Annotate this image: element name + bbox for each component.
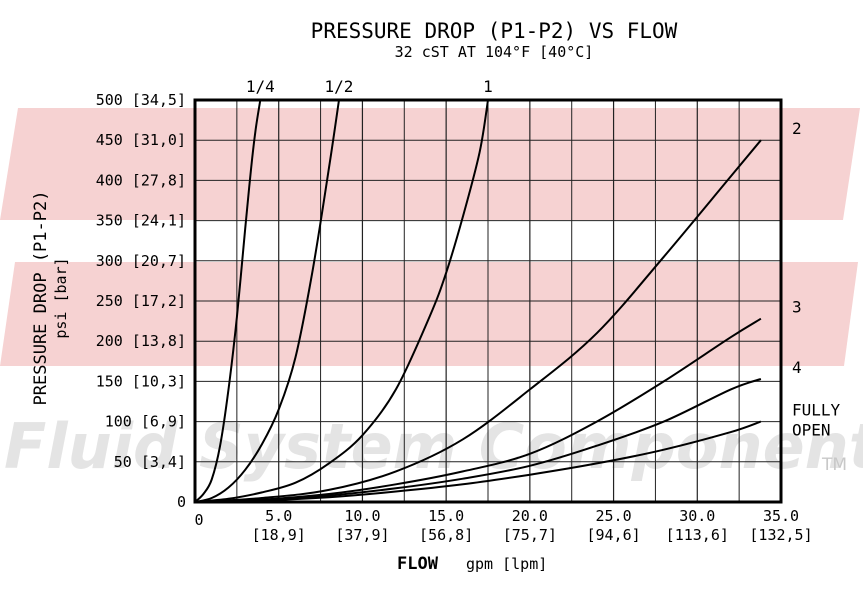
curve-label-1: 1 (483, 77, 493, 96)
x-tick-label: 15.0 (428, 507, 464, 525)
curve-1-4 (194, 99, 262, 503)
y-tick-labels: 0 50 [3,4] 100 [6,9] 150 [10,3] 200 [13,8] 25… (96, 91, 186, 511)
x-axis-label: FLOW (397, 554, 439, 574)
x-tick-sublabel: [75,7] (503, 526, 557, 544)
watermark-logo-red-shape (0, 108, 860, 220)
y-tick-label: 500 [34,5] (96, 91, 186, 109)
x-tick-label: 35.0 (763, 507, 799, 525)
curve-label-2: 2 (792, 119, 802, 138)
x-tick-labels: 0 5.0[18,9] 10.0[37,9] 15.0[56,8] 20.0[75,7]… (194, 507, 812, 544)
chart-subtitle: 32 cST AT 104°F [40°C] (395, 43, 594, 61)
x-tick-sublabel: [132,5] (749, 526, 812, 544)
y-tick-label: 250 [17,2] (96, 292, 186, 310)
y-axis-units: psi [bar] (52, 257, 70, 338)
x-tick-label: 10.0 (344, 507, 380, 525)
y-tick-label: 150 [10,3] (96, 372, 186, 390)
watermark: Fluid System Components TM (0, 108, 863, 483)
y-tick-label: 300 [20,7] (96, 252, 186, 270)
x-tick-label: 20.0 (512, 507, 548, 525)
curve-1-2 (194, 99, 340, 503)
grid (195, 100, 781, 502)
curves (194, 99, 762, 503)
y-axis-label: PRESSURE DROP (P1-P2) (31, 191, 51, 406)
x-tick-label: 25.0 (596, 507, 632, 525)
x-axis-units: gpm [lpm] (466, 555, 547, 573)
x-tick-label: 0 (194, 511, 203, 529)
watermark-logo-red-shape-lower (0, 262, 858, 366)
curve-1 (194, 99, 489, 503)
curve-2 (194, 139, 762, 503)
y-tick-label: 400 [27,8] (96, 171, 186, 189)
y-tick-label: 100 [6,9] (105, 413, 186, 431)
x-tick-sublabel: [56,8] (419, 526, 473, 544)
curve-label-fully-open: FULLY (792, 401, 841, 420)
curve-fully-open (194, 420, 762, 503)
y-tick-label: 200 [13,8] (96, 332, 186, 350)
y-tick-label: 50 [3,4] (114, 453, 186, 471)
curve-label-1-4: 1/4 (246, 77, 275, 96)
x-tick-label: 30.0 (679, 507, 715, 525)
chart-title: PRESSURE DROP (P1-P2) VS FLOW (311, 19, 678, 43)
plot-frame (193, 98, 783, 504)
x-tick-sublabel: [18,9] (252, 526, 306, 544)
y-tick-label: 450 [31,0] (96, 131, 186, 149)
curve-label-1-2: 1/2 (325, 77, 354, 96)
curve-label-4: 4 (792, 358, 802, 377)
y-tick-label: 350 [24,1] (96, 212, 186, 230)
x-tick-sublabel: [113,6] (666, 526, 729, 544)
watermark-tm: TM (821, 455, 847, 475)
x-tick-label: 5.0 (265, 507, 292, 525)
watermark-text: Fluid System Components (4, 410, 863, 483)
y-tick-label: 0 (177, 493, 186, 511)
curve-3 (194, 317, 762, 503)
x-tick-sublabel: [94,6] (586, 526, 640, 544)
curve-label-3: 3 (792, 298, 802, 317)
curve-label-fully-open: OPEN (792, 421, 831, 440)
x-tick-sublabel: [37,9] (335, 526, 389, 544)
